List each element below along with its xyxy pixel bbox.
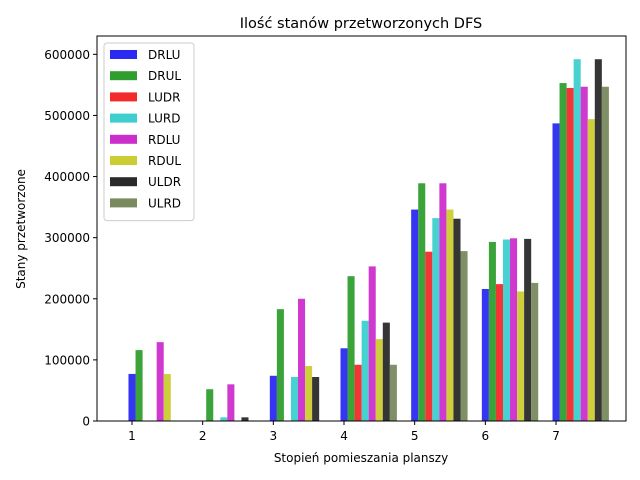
y-axis: 0 100000 200000 300000 400000 500000 600000 — [44, 48, 97, 429]
x-tick-label: 2 — [199, 429, 207, 443]
bar-drlu-1 — [128, 373, 136, 421]
legend-swatch-drlu — [110, 50, 137, 59]
bar-drlu-5 — [411, 209, 419, 421]
x-axis: 1 2 3 4 5 6 7 — [128, 421, 560, 443]
legend-box — [103, 42, 195, 222]
x-tick-label: 4 — [340, 429, 348, 443]
bar-rdul-6 — [517, 291, 525, 421]
y-tick-label: 300000 — [44, 231, 90, 245]
legend-swatch-ulrd — [110, 198, 137, 208]
x-tick-label: 5 — [411, 429, 419, 443]
legend-swatch-rdul — [110, 156, 137, 165]
bar-rdlu-2 — [227, 384, 235, 421]
bar-ludr-6 — [495, 284, 503, 421]
bars-layer — [128, 59, 609, 422]
bar-drul-5 — [418, 183, 426, 421]
bar-ulrd-4 — [389, 364, 397, 421]
bar-ulrd-7 — [601, 86, 609, 421]
bar-rdlu-1 — [156, 342, 164, 421]
bar-uldr-4 — [382, 322, 390, 421]
bar-uldr-2 — [241, 417, 249, 421]
bar-drul-2 — [206, 389, 214, 421]
y-tick-label: 0 — [82, 415, 90, 429]
bar-lurd-2 — [220, 417, 228, 421]
bar-lurd-7 — [573, 59, 581, 421]
legend-label-uldr: ULDR — [148, 175, 181, 189]
y-tick-label: 200000 — [44, 292, 90, 306]
bar-drul-3 — [276, 309, 284, 421]
bar-rdlu-6 — [510, 238, 518, 421]
bar-drul-7 — [559, 83, 567, 421]
bar-lurd-6 — [502, 239, 511, 421]
bar-ludr-7 — [566, 87, 574, 421]
legend-swatch-lurd — [110, 113, 137, 123]
legend-label-drlu: DRLU — [148, 48, 180, 62]
legend-label-ludr: LUDR — [148, 90, 180, 104]
bar-rdul-1 — [163, 373, 171, 421]
y-tick-label: 600000 — [44, 48, 90, 62]
bar-ludr-5 — [425, 251, 433, 421]
bar-rdlu-4 — [368, 266, 376, 421]
y-axis-label: Stany przetworzone — [14, 169, 28, 289]
legend-label-rdul: RDUL — [148, 154, 181, 168]
x-tick-label: 6 — [482, 429, 490, 443]
legend-swatch-drul — [110, 71, 137, 81]
legend-label-lurd: LURD — [148, 112, 180, 126]
bar-uldr-7 — [594, 59, 602, 421]
bar-rdlu-3 — [298, 298, 306, 421]
y-tick-label: 100000 — [44, 353, 90, 367]
legend-swatch-ludr — [110, 92, 137, 102]
legend-label-drul: DRUL — [148, 69, 181, 83]
bar-rdlu-5 — [439, 183, 447, 421]
bar-drlu-3 — [269, 375, 277, 421]
chart-title: Ilość stanów przetworzonych DFS — [240, 16, 483, 32]
x-tick-label: 1 — [128, 429, 136, 443]
bar-drul-4 — [347, 276, 355, 421]
plot-frame — [96, 35, 627, 422]
bar-drul-1 — [135, 350, 143, 421]
x-axis-label: Stopień pomieszania planszy — [274, 451, 448, 465]
bar-lurd-5 — [432, 218, 440, 421]
legend-swatch-uldr — [110, 177, 137, 187]
x-tick-label: 7 — [552, 429, 560, 443]
bar-rdul-4 — [375, 339, 383, 421]
bar-ulrd-5 — [460, 251, 468, 421]
bar-uldr-3 — [312, 377, 320, 421]
bar-drlu-7 — [552, 123, 560, 421]
bar-rdul-5 — [446, 209, 454, 421]
legend-label-ulrd: ULRD — [148, 196, 181, 210]
bar-uldr-5 — [453, 218, 461, 421]
legend-label-rdlu: RDLU — [148, 133, 180, 147]
bar-rdul-3 — [305, 366, 313, 421]
y-tick-label: 500000 — [44, 109, 90, 123]
x-tick-label: 3 — [270, 429, 278, 443]
bar-rdlu-7 — [580, 86, 588, 421]
legend: DRLU DRUL LUDR LURD RDLU RDUL ULDR ULRD — [103, 42, 195, 222]
bar-rdul-7 — [587, 119, 595, 422]
y-tick-label: 400000 — [44, 170, 90, 184]
bar-drul-6 — [488, 241, 496, 421]
bar-lurd-3 — [290, 377, 299, 421]
bar-drlu-4 — [340, 348, 348, 421]
bar-lurd-4 — [361, 320, 369, 421]
bar-ludr-4 — [354, 364, 362, 421]
bar-ulrd-6 — [531, 282, 539, 421]
bar-drlu-6 — [481, 289, 489, 421]
legend-swatch-rdlu — [110, 134, 137, 144]
bar-uldr-6 — [524, 238, 532, 421]
